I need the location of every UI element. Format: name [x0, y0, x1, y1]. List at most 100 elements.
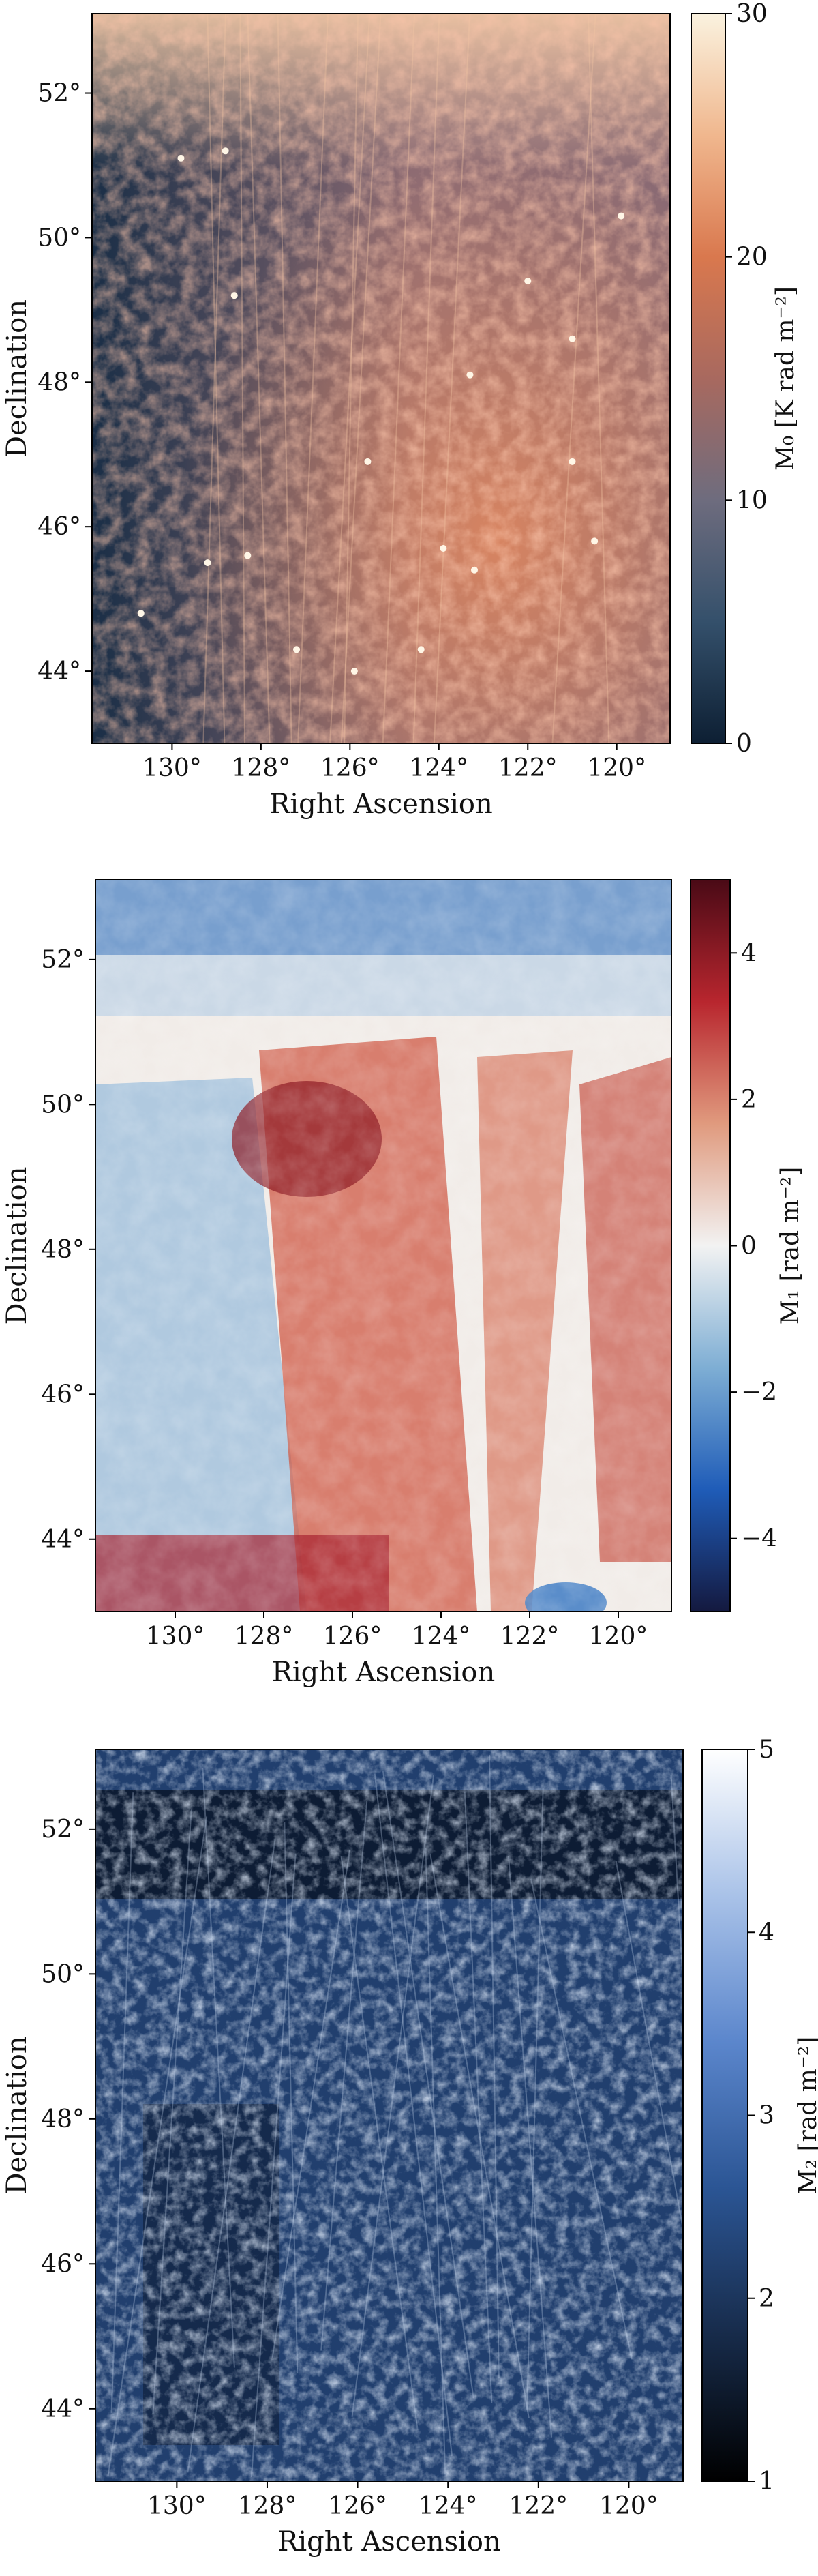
filament-streak: [507, 1856, 553, 2438]
heatmap-texture: [95, 880, 671, 1612]
point-source: [524, 277, 532, 284]
plot-frame: [95, 1749, 684, 2482]
y-tick-label: 44°: [41, 2395, 85, 2423]
colorbar-label: M₁ [rad m⁻²]: [776, 1167, 804, 1325]
colorbar-tick-label: 20: [736, 243, 768, 271]
y-tick-label: 52°: [41, 946, 85, 974]
chart-panel-3: 130° 128° 126° 124° 122° 120° 44° 46° 48° 50° 52° R…: [1, 1736, 818, 2558]
x-tick-label: 126°: [328, 2492, 387, 2520]
x-tick-label: 128°: [232, 754, 291, 782]
filament-streak: [551, 14, 596, 743]
y-tick-label: 48°: [37, 368, 81, 396]
filament-streak: [615, 1861, 683, 2233]
filament-streak: [202, 1767, 235, 2368]
colorbar-tick-label: 3: [759, 2102, 774, 2130]
colorbar-tick-label: 5: [759, 1736, 774, 1764]
heatmap-texture: [92, 14, 670, 743]
filament-streak: [202, 14, 226, 743]
colorbar-tick-label: −2: [741, 1378, 777, 1406]
colorbar-tick-label: 0: [741, 1232, 757, 1260]
filament-streak: [247, 14, 271, 743]
y-tick-label: 52°: [37, 80, 81, 108]
x-tick-label: 130°: [147, 2492, 207, 2520]
y-tick-label: 46°: [41, 1380, 85, 1408]
filament-streak: [110, 1792, 134, 2413]
point-source: [293, 646, 301, 653]
heatmap-image: [92, 14, 670, 743]
colorbar-tick-label: 4: [741, 939, 757, 967]
filament-streak: [277, 14, 292, 743]
heatmap-texture: [95, 1749, 683, 2481]
point-source: [222, 147, 229, 155]
colorbar-tick-label: 4: [759, 1919, 774, 1946]
filament-streak: [340, 1856, 419, 2430]
filament-streak: [250, 1853, 297, 2478]
filament-streak: [271, 1849, 351, 2358]
x-tick-label: 124°: [409, 754, 468, 782]
colorbar: [691, 13, 726, 744]
plot-frame: [95, 879, 672, 1612]
x-axis-label: Right Ascension: [277, 2526, 500, 2558]
filament-streak: [530, 1878, 633, 2360]
y-axis-label: Declination: [1, 1166, 33, 1324]
filament-streak: [670, 1774, 683, 1996]
filament-streak: [587, 14, 610, 743]
colorbar: [701, 1749, 748, 2482]
colorbar-tick-label: −4: [741, 1525, 777, 1553]
x-tick-label: 128°: [234, 1623, 294, 1650]
plot-frame: [91, 13, 671, 744]
y-tick-label: 50°: [37, 224, 81, 252]
point-source: [466, 371, 474, 379]
chart-panel-2: 130° 128° 126° 124° 122° 120° 44° 46° 48° 50° 52° R…: [1, 879, 804, 1688]
filament-streak: [351, 1775, 435, 2417]
filament-streak: [429, 1853, 530, 2418]
heatmap-image: [95, 880, 671, 1612]
filament-streak: [489, 1755, 500, 2378]
filament-streak: [464, 1791, 493, 2403]
y-tick-label: 50°: [41, 1091, 85, 1119]
filament-streak: [187, 1838, 276, 2473]
point-source: [204, 559, 211, 567]
chart-panel-1: 130° 128° 126° 124° 122° 120° 44° 46° 48° 50° 52° R…: [1, 0, 800, 820]
y-tick-label: 44°: [37, 657, 81, 685]
colorbar-tick-label: 1: [759, 2468, 774, 2496]
filament-streak: [382, 14, 416, 743]
filament-streak: [320, 1800, 368, 2351]
filament-streak: [425, 1848, 446, 2474]
x-tick-label: 124°: [419, 2492, 478, 2520]
x-tick-label: 126°: [323, 1623, 382, 1650]
y-tick-label: 52°: [41, 1816, 85, 1844]
colorbar-tick-label: 2: [759, 2285, 774, 2313]
y-axis-label: Declination: [1, 2036, 33, 2194]
colorbar: [690, 879, 731, 1612]
filament-streak: [152, 1809, 192, 2414]
point-source: [177, 154, 185, 162]
filament-streak: [107, 1816, 208, 2476]
filament-streak: [374, 1773, 453, 2456]
filament-streak: [297, 14, 329, 743]
colorbar-tick-label: 2: [741, 1086, 757, 1114]
point-source: [364, 458, 372, 465]
y-tick-label: 48°: [41, 2105, 85, 2133]
x-tick-label: 122°: [509, 2492, 568, 2520]
x-tick-label: 120°: [589, 1623, 648, 1650]
x-tick-label: 126°: [320, 754, 380, 782]
point-source: [440, 544, 447, 552]
filament-streak: [412, 14, 440, 743]
filament-streak: [382, 1770, 474, 2398]
x-tick-label: 128°: [238, 2492, 297, 2520]
x-axis-label: Right Ascension: [269, 788, 492, 820]
x-tick-label: 122°: [498, 754, 558, 782]
filament-streak: [284, 1822, 299, 2373]
x-tick-label: 124°: [412, 1623, 471, 1650]
point-source: [569, 458, 576, 465]
colorbar-tick-label: 0: [736, 730, 752, 758]
point-source: [618, 212, 625, 220]
x-tick-label: 130°: [142, 754, 202, 782]
y-tick-label: 48°: [41, 1236, 85, 1264]
y-tick-label: 50°: [41, 1960, 85, 1988]
colorbar-label: M₂ [rad m⁻²]: [794, 2037, 818, 2195]
filament-streak: [344, 14, 359, 743]
point-source: [417, 646, 425, 653]
